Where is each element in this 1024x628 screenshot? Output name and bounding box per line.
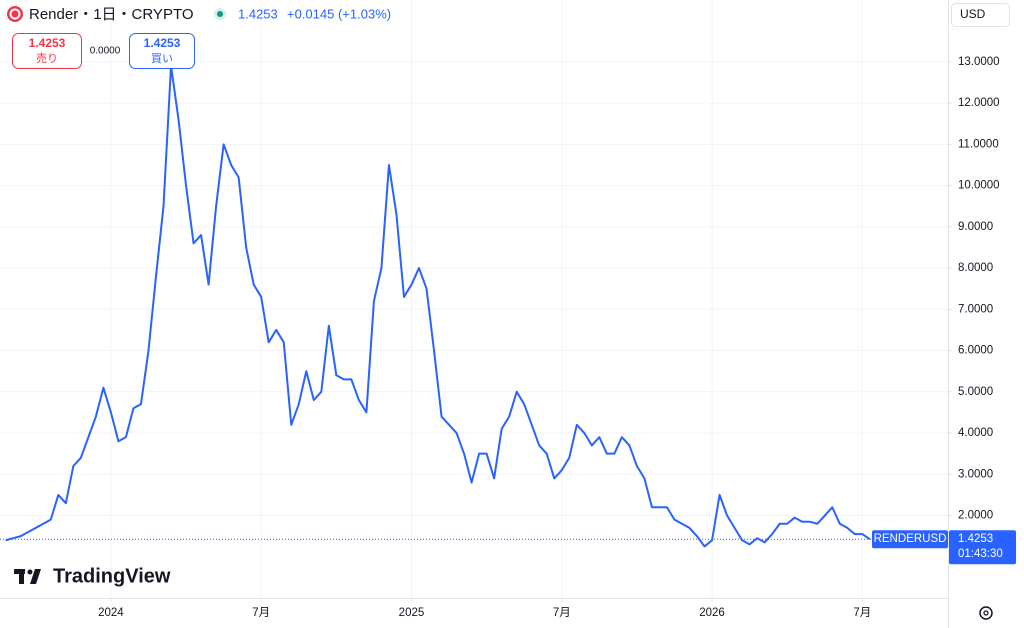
- buy-price: 1.4253: [144, 36, 181, 50]
- symbol-logo: [7, 6, 23, 22]
- settings-icon[interactable]: [979, 606, 993, 620]
- y-tick-label: 10.0000: [958, 180, 1000, 192]
- brand-name: TradingView: [53, 565, 171, 587]
- axes: 2.0000 3.0000 4.0000 5.0000 6.0000 7.0000 8.00…: [98, 56, 999, 619]
- sell-button[interactable]: [12, 33, 82, 69]
- x-tick-label: 7月: [553, 607, 571, 619]
- y-tick-label: 5.0000: [958, 386, 993, 398]
- logo-part: [19, 569, 24, 584]
- price-line: [5, 64, 871, 548]
- brand-logo: [14, 569, 41, 584]
- y-tick-label: 9.0000: [958, 221, 993, 233]
- y-tick-label: 3.0000: [958, 468, 993, 480]
- settings-icon-center: [983, 610, 989, 616]
- symbol-label: RENDERUSD: [874, 533, 947, 545]
- y-tick-label: 2.0000: [958, 510, 993, 522]
- price-label-bg: [949, 530, 1016, 565]
- y-tick-label: 7.0000: [958, 303, 993, 315]
- y-tick-label: 8.0000: [958, 262, 993, 274]
- y-tick-label: 4.0000: [958, 427, 993, 439]
- header-price: 1.4253: [238, 6, 278, 21]
- x-tick-label: 7月: [853, 607, 871, 619]
- x-tick-label: 2024: [98, 607, 124, 619]
- currency-button[interactable]: [951, 3, 1010, 27]
- sell-price: 1.4253: [29, 36, 66, 50]
- sell-label: 売り: [36, 52, 58, 65]
- market-status-dot: [217, 11, 223, 17]
- overlay: RENDERUSD 1.4253 01:43:30: [872, 530, 1016, 565]
- symbol-logo-ring: [9, 8, 21, 20]
- x-tick-label: 7月: [252, 607, 270, 619]
- logo-part: [30, 569, 41, 584]
- buy-label: 買い: [151, 52, 173, 65]
- logo-part: [27, 569, 33, 575]
- price-label: 1.4253: [958, 533, 993, 545]
- header-change: +0.0145 (+1.03%): [287, 6, 391, 21]
- symbol-title[interactable]: Render・1日・CRYPTO: [29, 6, 194, 23]
- currency: USD: [960, 7, 986, 21]
- spread: 0.0000: [90, 46, 121, 57]
- buy-button[interactable]: [129, 33, 195, 69]
- symbol-label-bg: [872, 530, 948, 549]
- price-countdown: 01:43:30: [958, 548, 1003, 560]
- y-tick-label: 12.0000: [958, 97, 1000, 109]
- y-tick-label: 13.0000: [958, 56, 1000, 68]
- y-tick-label: 11.0000: [958, 138, 999, 150]
- x-tick-label: 2025: [399, 607, 425, 619]
- y-tick-label: 6.0000: [958, 345, 993, 357]
- x-tick-label: 2026: [699, 607, 725, 619]
- plot: [0, 64, 948, 548]
